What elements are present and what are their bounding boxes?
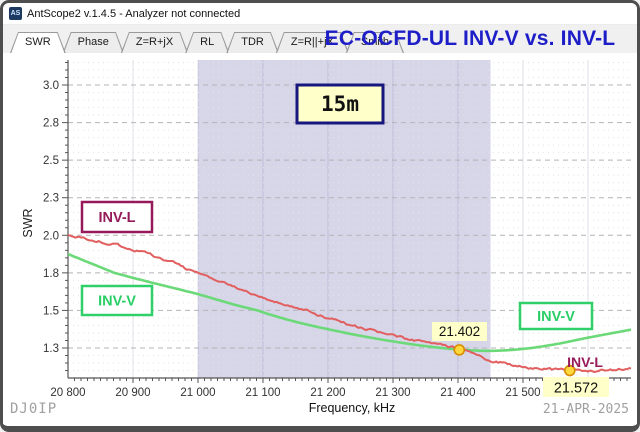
svg-text:1.5: 1.5 xyxy=(43,305,59,317)
tab-z-r-plus-jx-bg xyxy=(122,33,187,53)
tab-z-parallel[interactable]: Z=R||+jX xyxy=(276,32,349,53)
svg-text:21 200: 21 200 xyxy=(310,387,345,399)
tab-bar: SWR Phase Z=R+jX RL TDR Z=R||+jX Smith E… xyxy=(3,25,637,53)
svg-text:2.0: 2.0 xyxy=(43,230,59,242)
svg-text:2.5: 2.5 xyxy=(43,155,59,167)
svg-text:21 000: 21 000 xyxy=(180,387,215,399)
svg-text:1.8: 1.8 xyxy=(43,268,59,280)
series-inv-v-curve xyxy=(68,252,631,353)
svg-text:21 500: 21 500 xyxy=(505,387,540,399)
legend-inv-v-right: INV-V xyxy=(518,301,594,331)
marker-label-2: 21.572 xyxy=(543,377,609,397)
svg-text:21 400: 21 400 xyxy=(440,387,475,399)
legend-inv-v-left-text: INV-V xyxy=(98,294,136,310)
tab-phase-bg xyxy=(64,33,123,53)
tab-rl-bg xyxy=(186,33,227,53)
series-inv-l-curve xyxy=(68,233,631,373)
x-axis-label: Frequency, kHz xyxy=(309,401,396,415)
tab-phase[interactable]: Phase xyxy=(63,32,124,53)
series-curves xyxy=(68,233,631,373)
y-axis-label: SWR xyxy=(21,208,35,237)
tab-swr-bg xyxy=(11,33,64,53)
tab-z-parallel-bg xyxy=(277,33,347,53)
tab-smith-bg xyxy=(347,33,403,53)
tab-rl[interactable]: RL xyxy=(185,32,229,53)
date-watermark: 21-APR-2025 xyxy=(543,402,629,417)
svg-text:3.0: 3.0 xyxy=(43,80,59,92)
window-title: AntScope2 v.1.4.5 - Analyzer not connect… xyxy=(27,7,241,20)
svg-text:2.8: 2.8 xyxy=(43,118,59,130)
svg-text:20 800: 20 800 xyxy=(50,387,85,399)
cursor-marker-1[interactable] xyxy=(453,344,466,356)
app-icon: AS xyxy=(9,7,22,20)
tab-tdr[interactable]: TDR xyxy=(226,32,279,53)
marker-label-1-text: 21.402 xyxy=(439,324,480,339)
svg-text:20 900: 20 900 xyxy=(115,387,150,399)
markers[interactable] xyxy=(453,344,576,377)
tab-tdr-bg xyxy=(228,33,278,53)
band-label: 15m xyxy=(295,83,385,125)
chart-area: 3.0 2.8 2.5 2.3 2.0 1.8 1.5 1.3 20 800 20 900 21 0… xyxy=(3,53,637,426)
marker-label-2-text: 21.572 xyxy=(554,381,598,397)
tab-swr[interactable]: SWR xyxy=(10,32,66,53)
legend-inv-l-right-text: INV-L xyxy=(567,354,603,370)
swr-chart[interactable]: 3.0 2.8 2.5 2.3 2.0 1.8 1.5 1.3 20 800 20 900 21 0… xyxy=(3,53,637,426)
legend-inv-l-left-text: INV-L xyxy=(98,210,135,226)
tab-smith[interactable]: Smith xyxy=(346,32,404,53)
svg-text:21 100: 21 100 xyxy=(245,387,280,399)
legend-inv-v-right-text: INV-V xyxy=(537,309,575,325)
marker-label-1: 21.402 xyxy=(432,322,487,341)
axes: 3.0 2.8 2.5 2.3 2.0 1.8 1.5 1.3 20 800 20 900 21 0… xyxy=(43,60,631,399)
svg-text:21 300: 21 300 xyxy=(375,387,410,399)
window-titlebar[interactable]: AS AntScope2 v.1.4.5 - Analyzer not conn… xyxy=(3,3,637,25)
chart-title: EC-OCFD-UL INV-V vs. INV-L xyxy=(324,27,616,50)
svg-text:2.3: 2.3 xyxy=(43,193,59,205)
svg-text:1.3: 1.3 xyxy=(43,343,59,355)
tab-z-r-plus-jx[interactable]: Z=R+jX xyxy=(121,32,188,53)
callsign-watermark: DJ0IP xyxy=(10,401,57,417)
band-label-text: 15m xyxy=(321,92,359,116)
cursor-marker-2[interactable] xyxy=(563,364,576,377)
legend-inv-l-left: INV-L xyxy=(80,200,154,234)
legend-inv-v-left: INV-V xyxy=(80,284,154,317)
